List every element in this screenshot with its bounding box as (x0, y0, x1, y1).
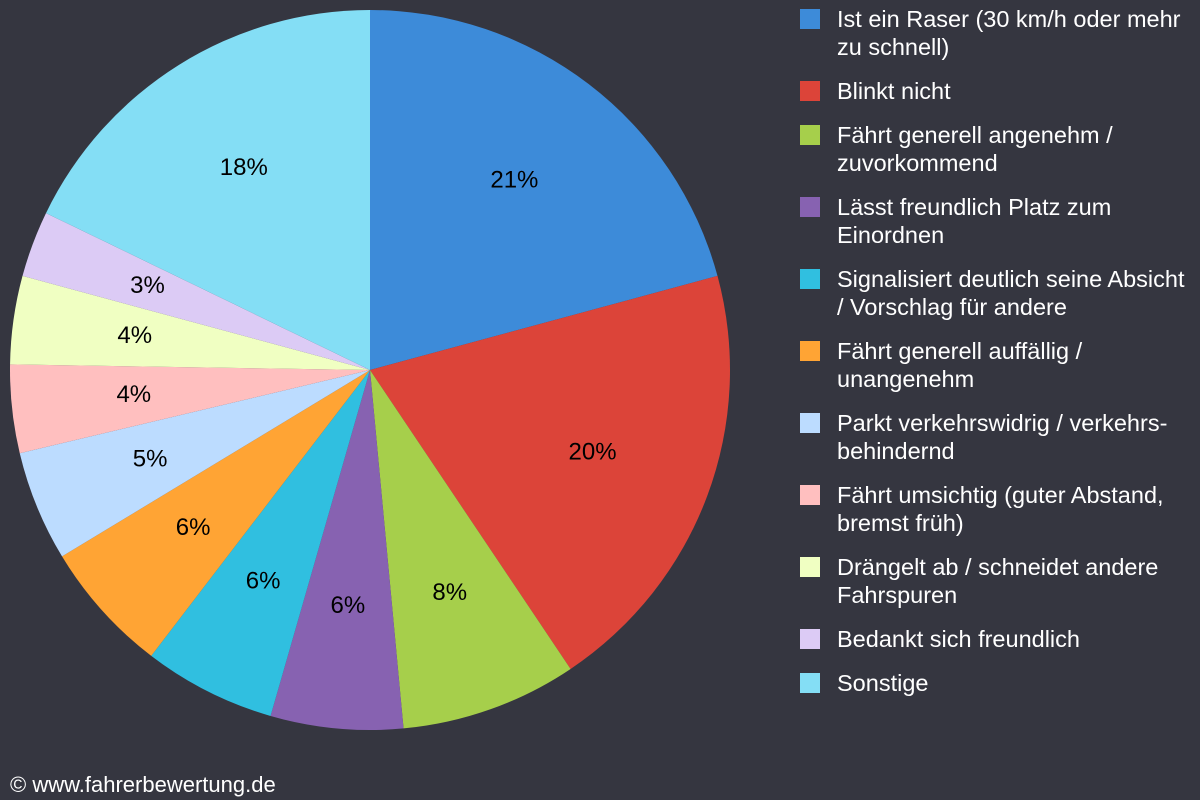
legend-swatch (800, 9, 820, 29)
legend-swatch (800, 341, 820, 361)
value-label: 21% (490, 167, 538, 194)
source: © www.fahrerbewertung.de (10, 772, 276, 797)
legend-item: Blinkt nicht (800, 77, 1192, 105)
slice (151, 370, 370, 716)
slice (370, 275, 730, 669)
pie: 21% 20% 8% 6% 6% 6% 5% 4% 4% 3% 18% (10, 10, 730, 730)
value-label: 4% (117, 322, 152, 349)
value-label: 3% (130, 272, 165, 299)
legend-item: Bedankt sich freundlich (800, 625, 1192, 653)
legend-swatch (800, 557, 820, 577)
legend: Ist ein Raser (30 km/h oder mehr zu schn… (800, 5, 1192, 697)
legend-swatch (800, 269, 820, 289)
value-label: 4% (116, 381, 151, 408)
slice (22, 213, 370, 370)
legend-item: Fährt umsichtig (guter Abstand, bremst f… (800, 481, 1192, 537)
slice (10, 275, 370, 370)
legend-item: Ist ein Raser (30 km/h oder mehr zu schn… (800, 5, 1192, 61)
value-label: 20% (569, 439, 617, 466)
legend-label: Lässt freundlich Platz zum Einordnen (837, 194, 1112, 248)
value-label: 8% (432, 579, 467, 606)
legend-item: Fährt generell angenehm / zuvorkommend (800, 121, 1192, 177)
legend-item: Signalisiert deutlich seine Absicht / Vo… (800, 265, 1192, 321)
legend-label: Signalisiert deutlich seine Absicht / Vo… (837, 266, 1185, 320)
legend-label: Fährt umsichtig (guter Abstand, bremst f… (837, 482, 1164, 536)
legend-item: Parkt verkehrswidrig / verkehrs-behinder… (800, 409, 1192, 465)
slice (270, 370, 404, 730)
legend-label: Blinkt nicht (837, 78, 951, 104)
value-label: 18% (220, 154, 268, 181)
slice (45, 10, 370, 370)
legend-label: Sonstige (837, 670, 929, 696)
legend-swatch (800, 125, 820, 145)
legend-item: Sonstige (800, 669, 1192, 697)
legend-swatch (800, 81, 820, 101)
legend-swatch (800, 485, 820, 505)
legend-swatch (800, 413, 820, 433)
legend-label: Parkt verkehrswidrig / verkehrs-behinder… (837, 410, 1168, 464)
slice (370, 10, 718, 370)
legend-item: Lässt freundlich Platz zum Einordnen (800, 193, 1192, 249)
slice (19, 370, 370, 557)
legend-label: Drängelt ab / schneidet andere Fahrspure… (837, 554, 1159, 608)
legend-item: Fährt generell auffällig / unangenehm (800, 337, 1192, 393)
slice (10, 364, 371, 454)
legend-label: Bedankt sich freundlich (837, 626, 1080, 652)
value-label: 6% (331, 592, 366, 619)
slice (370, 370, 571, 729)
legend-label: Fährt generell auffällig / unangenehm (837, 338, 1083, 392)
slice (62, 370, 370, 656)
legend-swatch (800, 197, 820, 217)
value-label: 5% (133, 445, 168, 472)
value-label: 6% (246, 568, 281, 595)
value-label: 6% (176, 514, 211, 541)
legend-item: Drängelt ab / schneidet andere Fahrspure… (800, 553, 1192, 609)
legend-label: Ist ein Raser (30 km/h oder mehr zu schn… (837, 6, 1181, 60)
legend-label: Fährt generell angenehm / zuvorkommend (837, 122, 1113, 176)
legend-swatch (800, 673, 820, 693)
legend-swatch (800, 629, 820, 649)
